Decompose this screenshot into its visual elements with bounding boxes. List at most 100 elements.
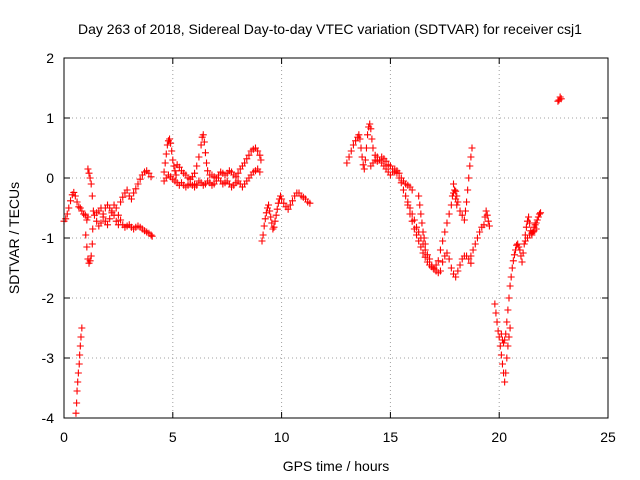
data-point: [278, 195, 286, 203]
data-point: [557, 95, 565, 103]
data-point: [496, 342, 504, 350]
data-point: [483, 211, 491, 219]
data-point: [453, 192, 461, 200]
data-point: [84, 213, 92, 221]
data-point: [83, 216, 91, 224]
data-point: [506, 282, 514, 290]
data-point: [89, 225, 97, 233]
data-point: [418, 219, 426, 227]
data-point: [83, 243, 91, 251]
data-point: [441, 228, 449, 236]
data-point: [421, 253, 429, 261]
data-point: [358, 153, 366, 161]
data-point: [87, 252, 95, 260]
data-point: [500, 339, 508, 347]
data-point: [452, 195, 460, 203]
data-point: [254, 147, 262, 155]
data-point: [419, 249, 427, 257]
data-point: [415, 237, 423, 245]
data-point: [63, 210, 71, 218]
y-axis-label: SDTVAR / TECUs: [6, 182, 22, 294]
x-tick-label: 25: [600, 429, 616, 445]
data-point: [256, 168, 264, 176]
data-point: [191, 169, 199, 177]
data-point: [413, 231, 421, 239]
data-point: [352, 137, 360, 145]
data-point: [532, 225, 540, 233]
data-point: [464, 186, 472, 194]
data-point: [345, 153, 353, 161]
data-point: [454, 267, 462, 275]
x-tick-label: 20: [491, 429, 507, 445]
chart-title: Day 263 of 2018, Sidereal Day-to-day VTE…: [78, 21, 582, 37]
data-point: [498, 360, 506, 368]
data-point: [172, 171, 180, 179]
data-point: [200, 138, 208, 146]
data-point: [451, 186, 459, 194]
data-point: [493, 318, 501, 326]
data-point: [343, 159, 351, 167]
data-point: [505, 294, 513, 302]
data-point: [163, 141, 171, 149]
data-point: [243, 155, 251, 163]
data-point: [532, 219, 540, 227]
data-point: [537, 209, 545, 217]
data-point: [193, 181, 201, 189]
data-point: [468, 144, 476, 152]
data-point: [160, 168, 168, 176]
data-point: [463, 198, 471, 206]
data-point: [234, 169, 242, 177]
data-point: [450, 180, 458, 188]
data-point: [501, 336, 509, 344]
data-point: [134, 180, 142, 188]
data-point: [70, 188, 78, 196]
data-point: [436, 267, 444, 275]
data-point: [75, 360, 83, 368]
data-point: [86, 174, 94, 182]
data-point: [515, 243, 523, 251]
data-point: [199, 131, 207, 139]
data-point: [86, 257, 94, 265]
data-point: [168, 147, 176, 155]
data-point: [117, 198, 125, 206]
data-point: [197, 141, 205, 149]
data-point: [520, 240, 528, 248]
data-point: [76, 342, 84, 350]
data-point: [509, 257, 517, 265]
data-point: [99, 213, 107, 221]
x-tick-label: 10: [274, 429, 290, 445]
data-point: [497, 351, 505, 359]
data-point: [525, 213, 533, 221]
data-point: [369, 144, 377, 152]
data-point: [367, 125, 375, 133]
data-point: [368, 135, 376, 143]
x-tick-label: 15: [383, 429, 399, 445]
data-point: [106, 204, 114, 212]
data-point: [453, 201, 461, 209]
data-point: [480, 221, 488, 229]
data-point: [508, 264, 516, 272]
data-point: [467, 252, 475, 260]
data-point: [93, 217, 101, 225]
data-point: [80, 210, 88, 218]
data-point: [166, 135, 174, 143]
data-point: [266, 207, 274, 215]
data-point: [447, 264, 455, 272]
data-point: [417, 243, 425, 251]
data-point: [75, 203, 83, 211]
data-point: [406, 210, 414, 218]
data-point: [402, 192, 410, 200]
y-tick-label: 0: [46, 170, 54, 186]
data-point: [503, 318, 511, 326]
data-point: [78, 207, 86, 215]
data-point: [171, 167, 179, 175]
data-point: [73, 387, 81, 395]
data-point: [360, 165, 368, 173]
data-point: [533, 216, 541, 224]
data-point: [362, 144, 370, 152]
data-point: [432, 261, 440, 269]
data-point: [62, 215, 70, 223]
data-point: [349, 141, 357, 149]
data-point: [106, 215, 114, 223]
